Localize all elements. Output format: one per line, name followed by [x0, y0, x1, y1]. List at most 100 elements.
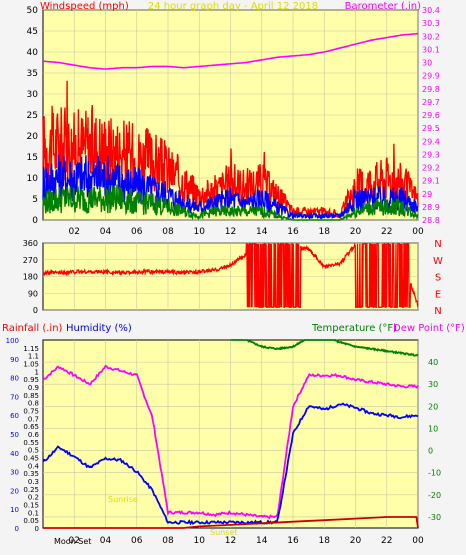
x-tick-label: 04 [100, 227, 112, 237]
y-tick-label-rainfall: 0.35 [23, 470, 39, 478]
y-tick-label-windspeed: 25 [27, 111, 38, 121]
y-tick-label-windspeed: 45 [27, 27, 38, 37]
y-tick-label-rainfall: 0.9 [28, 384, 39, 392]
y-tick-label-barometer: 29.7 [422, 98, 440, 107]
y-tick-label-rainfall: 0.8 [28, 400, 39, 408]
y-tick-label-humidity: 40 [10, 450, 19, 458]
y-tick-label-rainfall: 0.5 [28, 447, 39, 455]
y-tick-label-direction: 90 [28, 289, 38, 298]
y-tick-label-rainfall: 1.1 [28, 353, 39, 361]
x-tick-label: 18 [319, 536, 331, 546]
y-tick-label-rainfall: 0.75 [23, 408, 39, 416]
x-tick-label: 20 [350, 227, 362, 237]
x-tick-label: 06 [131, 536, 143, 546]
y-tick-label-rainfall: 0.95 [23, 376, 39, 384]
y-tick-label-direction: 0 [33, 306, 38, 315]
y-tick-label-barometer: 30.2 [422, 32, 440, 41]
y-tick-label-barometer: 29.3 [422, 150, 440, 159]
y-tick-label-rainfall: 1.05 [23, 361, 39, 369]
y-tick-label-compass: E [435, 289, 441, 300]
y-tick-label-rainfall: 0 [35, 525, 39, 533]
axis-title-barometer: Barometer (.in) [345, 1, 421, 12]
axis-title-dew-point: Dew Point (°F) [393, 323, 465, 334]
series-line-barometer [42, 32, 419, 70]
y-tick-label-barometer: 30.3 [422, 19, 440, 28]
x-tick-label: 02 [69, 536, 80, 546]
series-line-wind-direction [42, 242, 419, 308]
x-tick-label: 04 [100, 536, 112, 546]
y-tick-label-barometer: 28.9 [422, 203, 440, 212]
y-tick-label-compass: W [433, 256, 443, 267]
y-tick-label-temperature: -10 [428, 469, 441, 478]
y-tick-label-humidity: 60 [10, 412, 19, 420]
x-tick-label: 14 [256, 227, 268, 237]
y-tick-label-rainfall: 0.65 [23, 423, 39, 431]
y-tick-label-compass: N [434, 239, 441, 250]
axis-title-temperature: Temperature (°F) [311, 323, 397, 334]
y-tick-label-windspeed: 35 [27, 69, 38, 79]
y-tick-label-barometer: 29.8 [422, 85, 440, 94]
axis-title-rainfall: Rainfall (.in) [2, 323, 63, 334]
x-tick-label: 08 [162, 536, 174, 546]
x-tick-label: 00 [412, 536, 424, 546]
x-tick-label: 02 [69, 227, 80, 237]
chart-title: 24 hour graph day - April 12 2018 [148, 1, 318, 12]
x-tick-label: 12 [225, 536, 236, 546]
x-tick-label: 16 [287, 227, 299, 237]
y-tick-label-barometer: 30 [422, 59, 432, 68]
y-tick-label-direction: 360 [23, 239, 38, 248]
y-tick-label-windspeed: 20 [27, 132, 39, 142]
axis-title-windspeed: Windspeed (mph) [40, 1, 129, 12]
y-tick-label-compass: S [435, 273, 441, 284]
y-tick-label-barometer: 29.9 [422, 72, 440, 81]
y-tick-label-rainfall: 1.15 [23, 345, 39, 353]
x-tick-label: 10 [194, 227, 206, 237]
y-tick-label-rainfall: 0.2 [28, 494, 39, 502]
y-tick-label-direction: 180 [23, 273, 38, 282]
series-line-wind-average [42, 184, 419, 221]
x-tick-label: 22 [381, 536, 392, 546]
y-tick-label-temperature: 10 [428, 424, 438, 433]
y-tick-label-temperature: 0 [428, 447, 433, 456]
series-line-rainfall [43, 516, 419, 529]
y-tick-label-rainfall: 1 [35, 368, 39, 376]
y-tick-label-temperature: -20 [428, 491, 441, 500]
x-tick-label: 18 [319, 227, 331, 237]
y-tick-label-rainfall: 0.1 [28, 509, 39, 517]
y-tick-label-barometer: 29.4 [422, 137, 440, 146]
y-tick-label-temperature: 20 [428, 402, 438, 411]
y-tick-label-humidity: 10 [10, 506, 19, 514]
y-tick-label-barometer: 30.4 [422, 6, 440, 15]
y-tick-label-rainfall: 0.85 [23, 392, 39, 400]
y-tick-label-rainfall: 0.3 [28, 478, 39, 486]
y-tick-label-barometer: 29 [422, 190, 432, 199]
y-tick-label-barometer: 28.8 [422, 216, 440, 225]
annotation-moon-set: Moon Set [54, 537, 91, 546]
annotation-sunrise: Sunrise [108, 495, 138, 504]
y-tick-label-humidity: 50 [10, 431, 19, 439]
y-tick-label-rainfall: 0.05 [23, 517, 39, 525]
series-line-dew-point [42, 364, 419, 520]
series-line-temperature [230, 338, 419, 357]
x-tick-label: 16 [287, 536, 299, 546]
y-tick-label-barometer: 30.1 [422, 45, 440, 54]
y-tick-label-windspeed: 5 [32, 195, 38, 205]
x-tick-label: 14 [256, 536, 268, 546]
y-tick-label-windspeed: 10 [27, 174, 39, 184]
y-tick-label-rainfall: 0.55 [23, 439, 39, 447]
y-tick-label-humidity: 70 [10, 393, 19, 401]
x-tick-label: 10 [194, 536, 206, 546]
y-tick-label-barometer: 29.2 [422, 164, 440, 173]
y-tick-label-rainfall: 0.25 [23, 486, 39, 494]
y-tick-label-barometer: 29.6 [422, 111, 440, 120]
y-tick-label-compass: N [434, 306, 441, 317]
y-tick-label-humidity: 20 [10, 487, 19, 495]
y-tick-label-rainfall: 0.15 [23, 502, 39, 510]
x-tick-label: 12 [225, 227, 236, 237]
y-tick-label-windspeed: 40 [27, 48, 39, 58]
y-tick-label-rainfall: 0.4 [28, 462, 40, 470]
y-tick-label-direction: 270 [23, 256, 38, 265]
annotation-sunset: Sunset [210, 528, 237, 537]
